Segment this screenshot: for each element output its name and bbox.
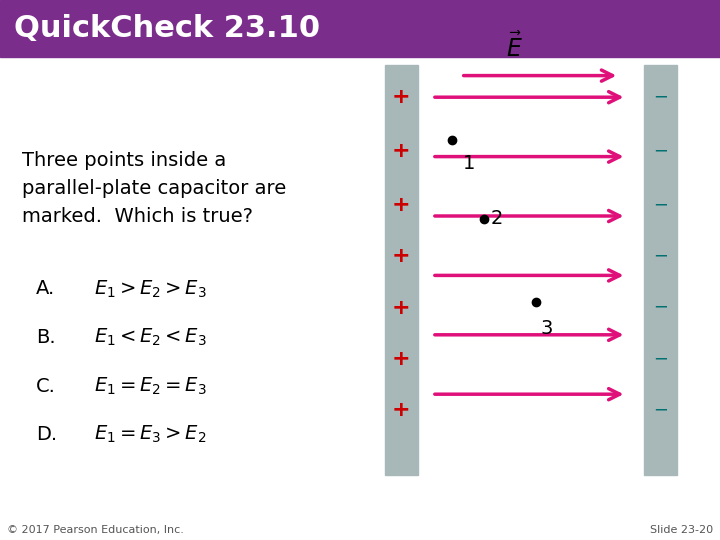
Text: 1: 1 (463, 154, 475, 173)
Text: $E_1 > E_2 > E_3$: $E_1 > E_2 > E_3$ (94, 278, 207, 300)
Text: © 2017 Pearson Education, Inc.: © 2017 Pearson Education, Inc. (7, 524, 184, 535)
Text: ─: ─ (655, 88, 666, 106)
Text: +: + (392, 298, 410, 318)
Text: $E_1 = E_3 > E_2$: $E_1 = E_3 > E_2$ (94, 424, 206, 446)
Bar (0, 0, 720, 57)
Text: ─: ─ (655, 196, 666, 214)
Text: $E_1 = E_2 = E_3$: $E_1 = E_2 = E_3$ (94, 375, 207, 397)
Bar (385, 65, 418, 475)
Text: +: + (392, 195, 410, 215)
Text: ─: ─ (655, 247, 666, 266)
Text: ─: ─ (655, 401, 666, 420)
Text: 3: 3 (540, 319, 552, 338)
Text: +: + (392, 141, 410, 161)
Text: C.: C. (36, 376, 56, 396)
Text: Slide 23-20: Slide 23-20 (649, 524, 713, 535)
Text: QuickCheck 23.10: QuickCheck 23.10 (14, 14, 320, 43)
Text: D.: D. (36, 425, 57, 444)
Text: +: + (392, 87, 410, 107)
Text: 2: 2 (491, 209, 503, 228)
Text: +: + (392, 246, 410, 267)
Text: ─: ─ (655, 350, 666, 368)
Text: B.: B. (36, 328, 55, 347)
Text: +: + (392, 400, 410, 421)
Text: $E_1 < E_2 < E_3$: $E_1 < E_2 < E_3$ (94, 327, 207, 348)
Text: ─: ─ (655, 142, 666, 160)
Text: A.: A. (36, 279, 55, 299)
Text: ─: ─ (655, 299, 666, 317)
Text: $\vec{E}$: $\vec{E}$ (506, 32, 523, 62)
Bar (644, 65, 677, 475)
Text: +: + (392, 349, 410, 369)
Text: Three points inside a
parallel-plate capacitor are
marked.  Which is true?: Three points inside a parallel-plate cap… (22, 151, 286, 226)
